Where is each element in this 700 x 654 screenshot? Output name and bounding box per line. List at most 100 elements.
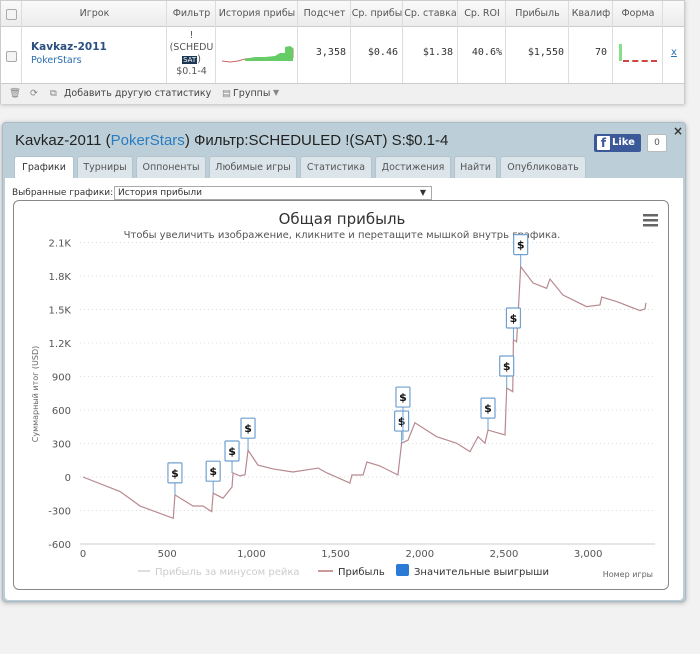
add-stat-icon: ⧉ bbox=[50, 88, 57, 99]
select-all-checkbox[interactable] bbox=[6, 9, 17, 20]
legend-item-big-wins[interactable]: Значительные выигрыши bbox=[396, 564, 549, 578]
table-footer: 🗑 ⟳ ⧉ Добавить другую статистику ▤ Групп… bbox=[1, 83, 684, 104]
profit-series-line bbox=[82, 264, 647, 520]
roi-value: 40.6% bbox=[471, 47, 502, 58]
title-player: Kavkaz-2011 ( bbox=[15, 132, 111, 149]
big-win-flag[interactable]: $ bbox=[395, 386, 411, 441]
big-win-flag[interactable]: $ bbox=[224, 440, 240, 473]
y-tick-label: 1.5K bbox=[49, 306, 72, 317]
y-tick-label: 600 bbox=[52, 406, 71, 417]
flag-label: $ bbox=[399, 391, 407, 404]
add-stat-button[interactable]: Добавить другую статистику bbox=[64, 88, 212, 99]
row-checkbox[interactable] bbox=[6, 51, 17, 62]
player-stats-table: Игрок Фильтр История прибы Подсчет Ср. п… bbox=[0, 0, 685, 104]
like-count: 0 bbox=[647, 134, 667, 152]
tab-charts[interactable]: Графики bbox=[14, 156, 74, 179]
x-tick-label: 3,000 bbox=[574, 549, 603, 560]
sat-badge: SAT bbox=[182, 56, 198, 64]
caret-down-icon: ▼ bbox=[273, 88, 280, 97]
header-profit[interactable]: Прибыль bbox=[515, 8, 560, 19]
legend-label: Прибыль bbox=[338, 567, 385, 578]
legend-item-profit[interactable]: Прибыль bbox=[318, 567, 385, 578]
flag-label: $ bbox=[503, 360, 511, 373]
remove-row-link[interactable]: x bbox=[671, 47, 677, 58]
flag-label: $ bbox=[510, 312, 518, 325]
big-win-flag[interactable]: $ bbox=[205, 460, 221, 494]
count-value: 3,358 bbox=[315, 47, 346, 58]
flag-label: $ bbox=[228, 445, 236, 458]
trash-icon[interactable]: 🗑 bbox=[9, 88, 22, 99]
tab-favorite-games[interactable]: Любимые игры bbox=[209, 156, 297, 178]
y-tick-label: 300 bbox=[52, 440, 71, 451]
tab-opponents[interactable]: Оппоненты bbox=[136, 156, 206, 178]
big-win-flag[interactable]: $ bbox=[505, 307, 522, 340]
title-filter: ) Фильтр:SCHEDULED !(SAT) S:$0.1-4 bbox=[184, 132, 449, 149]
x-tick-label: 500 bbox=[158, 549, 177, 560]
groups-icon: ▤ bbox=[222, 88, 231, 99]
filter-line: (SCHEDU bbox=[169, 42, 214, 53]
y-tick-label: 0 bbox=[65, 473, 71, 484]
flag-label: $ bbox=[171, 467, 179, 480]
header-avg-stake[interactable]: Ср. ставка bbox=[404, 8, 457, 19]
close-icon[interactable]: × bbox=[673, 124, 684, 138]
big-win-flag[interactable]: $ bbox=[480, 397, 496, 431]
title-site-link[interactable]: PokerStars bbox=[110, 132, 185, 149]
x-tick-label: 0 bbox=[80, 549, 86, 560]
filter-cell: ! (SCHEDU SAT) $0.1-4 bbox=[167, 30, 216, 78]
big-win-flag[interactable]: $ bbox=[167, 462, 183, 495]
tab-find[interactable]: Найти bbox=[454, 156, 497, 178]
tab-tournaments[interactable]: Турниры bbox=[77, 156, 133, 178]
player-name-link[interactable]: Kavkaz-2011 bbox=[31, 41, 107, 53]
x-tick-label: 2,000 bbox=[405, 549, 434, 560]
caret-down-icon: ▼ bbox=[419, 188, 426, 197]
header-roi[interactable]: Ср. ROI bbox=[464, 8, 500, 19]
header-count[interactable]: Подсчет bbox=[303, 8, 346, 19]
x-axis-label: Номер игры bbox=[603, 570, 653, 579]
y-tick-label: -300 bbox=[48, 507, 71, 518]
x-tick-label: 1,500 bbox=[321, 549, 350, 560]
header-form[interactable]: Форма bbox=[621, 8, 655, 19]
big-win-flag[interactable]: $ bbox=[513, 234, 529, 267]
flag-label: $ bbox=[398, 415, 406, 428]
tab-statistics[interactable]: Статистика bbox=[300, 156, 372, 178]
profit-value: $1,550 bbox=[527, 47, 564, 58]
filter-line: ! bbox=[189, 30, 194, 41]
header-avg-profit[interactable]: Ср. прибы bbox=[351, 8, 403, 19]
header-qualif[interactable]: Квалиф bbox=[571, 8, 611, 19]
chart-title: Общая прибыль bbox=[279, 210, 406, 228]
flag-label: $ bbox=[484, 402, 492, 415]
flag-label: $ bbox=[517, 239, 525, 252]
tab-achievements[interactable]: Достижения bbox=[375, 156, 451, 178]
refresh-icon[interactable]: ⟳ bbox=[30, 88, 38, 99]
header-profit-history[interactable]: История прибы bbox=[218, 8, 296, 19]
y-tick-label: 2.1K bbox=[49, 239, 72, 250]
player-site-link[interactable]: PokerStars bbox=[31, 55, 82, 66]
tab-publish[interactable]: Опубликовать bbox=[500, 156, 586, 178]
chart-select[interactable]: История прибыли ▼ bbox=[114, 186, 432, 200]
header-filter[interactable]: Фильтр bbox=[172, 8, 211, 19]
flag-label: $ bbox=[209, 465, 217, 478]
table-header bbox=[1, 1, 684, 27]
big-win-flag[interactable]: $ bbox=[240, 417, 256, 451]
chart-container bbox=[13, 200, 669, 590]
menu-icon[interactable] bbox=[643, 214, 658, 227]
avg-stake-value: $1.38 bbox=[422, 47, 453, 58]
x-tick-label: 2,500 bbox=[490, 549, 519, 560]
filter-paren: ) bbox=[197, 54, 201, 65]
facebook-like-button[interactable]: f Like bbox=[594, 134, 641, 152]
legend-item-net-profit[interactable]: Прибыль за минусом рейка bbox=[138, 567, 300, 578]
y-axis-label: Суммарный итог (USD) bbox=[31, 346, 40, 443]
y-tick-label: -600 bbox=[48, 540, 71, 551]
avg-profit-value: $0.46 bbox=[367, 47, 398, 58]
big-win-flag[interactable]: $ bbox=[499, 355, 515, 389]
like-label: Like bbox=[612, 137, 635, 148]
header-player[interactable]: Игрок bbox=[79, 8, 110, 19]
flag-label: $ bbox=[244, 422, 252, 435]
big-win-flag[interactable]: $ bbox=[394, 410, 410, 444]
y-tick-label: 900 bbox=[52, 373, 71, 384]
groups-dropdown[interactable]: Группы bbox=[233, 88, 271, 99]
filter-line: SAT) bbox=[167, 54, 216, 66]
form-dashes bbox=[623, 60, 657, 62]
facebook-icon: f bbox=[597, 136, 610, 150]
